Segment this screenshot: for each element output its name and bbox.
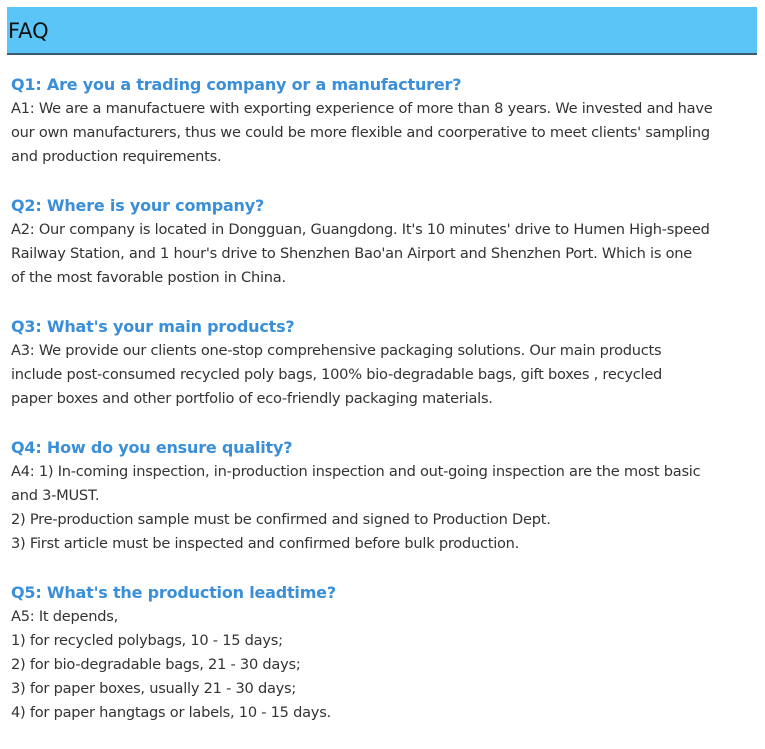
faq-answer-line: 1) for recycled polybags, 10 - 15 days; xyxy=(11,632,283,649)
faq-answer-line: 3) First article must be inspected and c… xyxy=(11,535,520,552)
faq-answer-line: and 3-MUST. xyxy=(11,487,100,504)
faq-answer: A4: 1) In-coming inspection, in-producti… xyxy=(11,460,761,556)
faq-answer-line: 2) for bio-degradable bags, 21 - 30 days… xyxy=(11,656,301,673)
faq-list: Q1: Are you a trading company or a manuf… xyxy=(11,72,761,749)
faq-answer-line: include post-consumed recycled poly bags… xyxy=(11,366,663,383)
faq-answer-line: 4) for paper hangtags or labels, 10 - 15… xyxy=(11,704,331,721)
faq-question: Q4: How do you ensure quality? xyxy=(11,438,293,457)
page-title: FAQ xyxy=(8,19,49,43)
faq-answer-line: paper boxes and other portfolio of eco-f… xyxy=(11,390,493,407)
faq-answer-line: our own manufacturers, thus we could be … xyxy=(11,124,710,141)
faq-answer: A5: It depends, 1) for recycled polybags,… xyxy=(11,605,761,725)
faq-answer: A2: Our company is located in Dongguan, … xyxy=(11,218,761,290)
faq-question: Q5: What's the production leadtime? xyxy=(11,583,336,602)
faq-question: Q2: Where is your company? xyxy=(11,196,265,215)
faq-answer-line: A5: It depends, xyxy=(11,608,118,625)
faq-answer-line: 3) for paper boxes, usually 21 - 30 days… xyxy=(11,680,297,697)
faq-answer: A1: We are a manufactuere with exporting… xyxy=(11,97,761,169)
faq-answer-line: A1: We are a manufactuere with exporting… xyxy=(11,100,713,117)
faq-answer-line: of the most favorable postion in China. xyxy=(11,269,286,286)
faq-answer-line: Railway Station, and 1 hour's drive to S… xyxy=(11,245,693,262)
faq-answer-line: and production requirements. xyxy=(11,148,222,165)
faq-answer-line: 2) Pre-production sample must be confirm… xyxy=(11,511,551,528)
faq-answer-line: A4: 1) In-coming inspection, in-producti… xyxy=(11,463,701,480)
faq-answer: A3: We provide our clients one-stop comp… xyxy=(11,339,761,411)
faq-answer-line: A3: We provide our clients one-stop comp… xyxy=(11,342,662,359)
faq-header: FAQ xyxy=(7,7,757,55)
faq-question: Q1: Are you a trading company or a manuf… xyxy=(11,75,462,94)
faq-answer-line: A2: Our company is located in Dongguan, … xyxy=(11,221,710,238)
faq-question: Q3: What's your main products? xyxy=(11,317,295,336)
